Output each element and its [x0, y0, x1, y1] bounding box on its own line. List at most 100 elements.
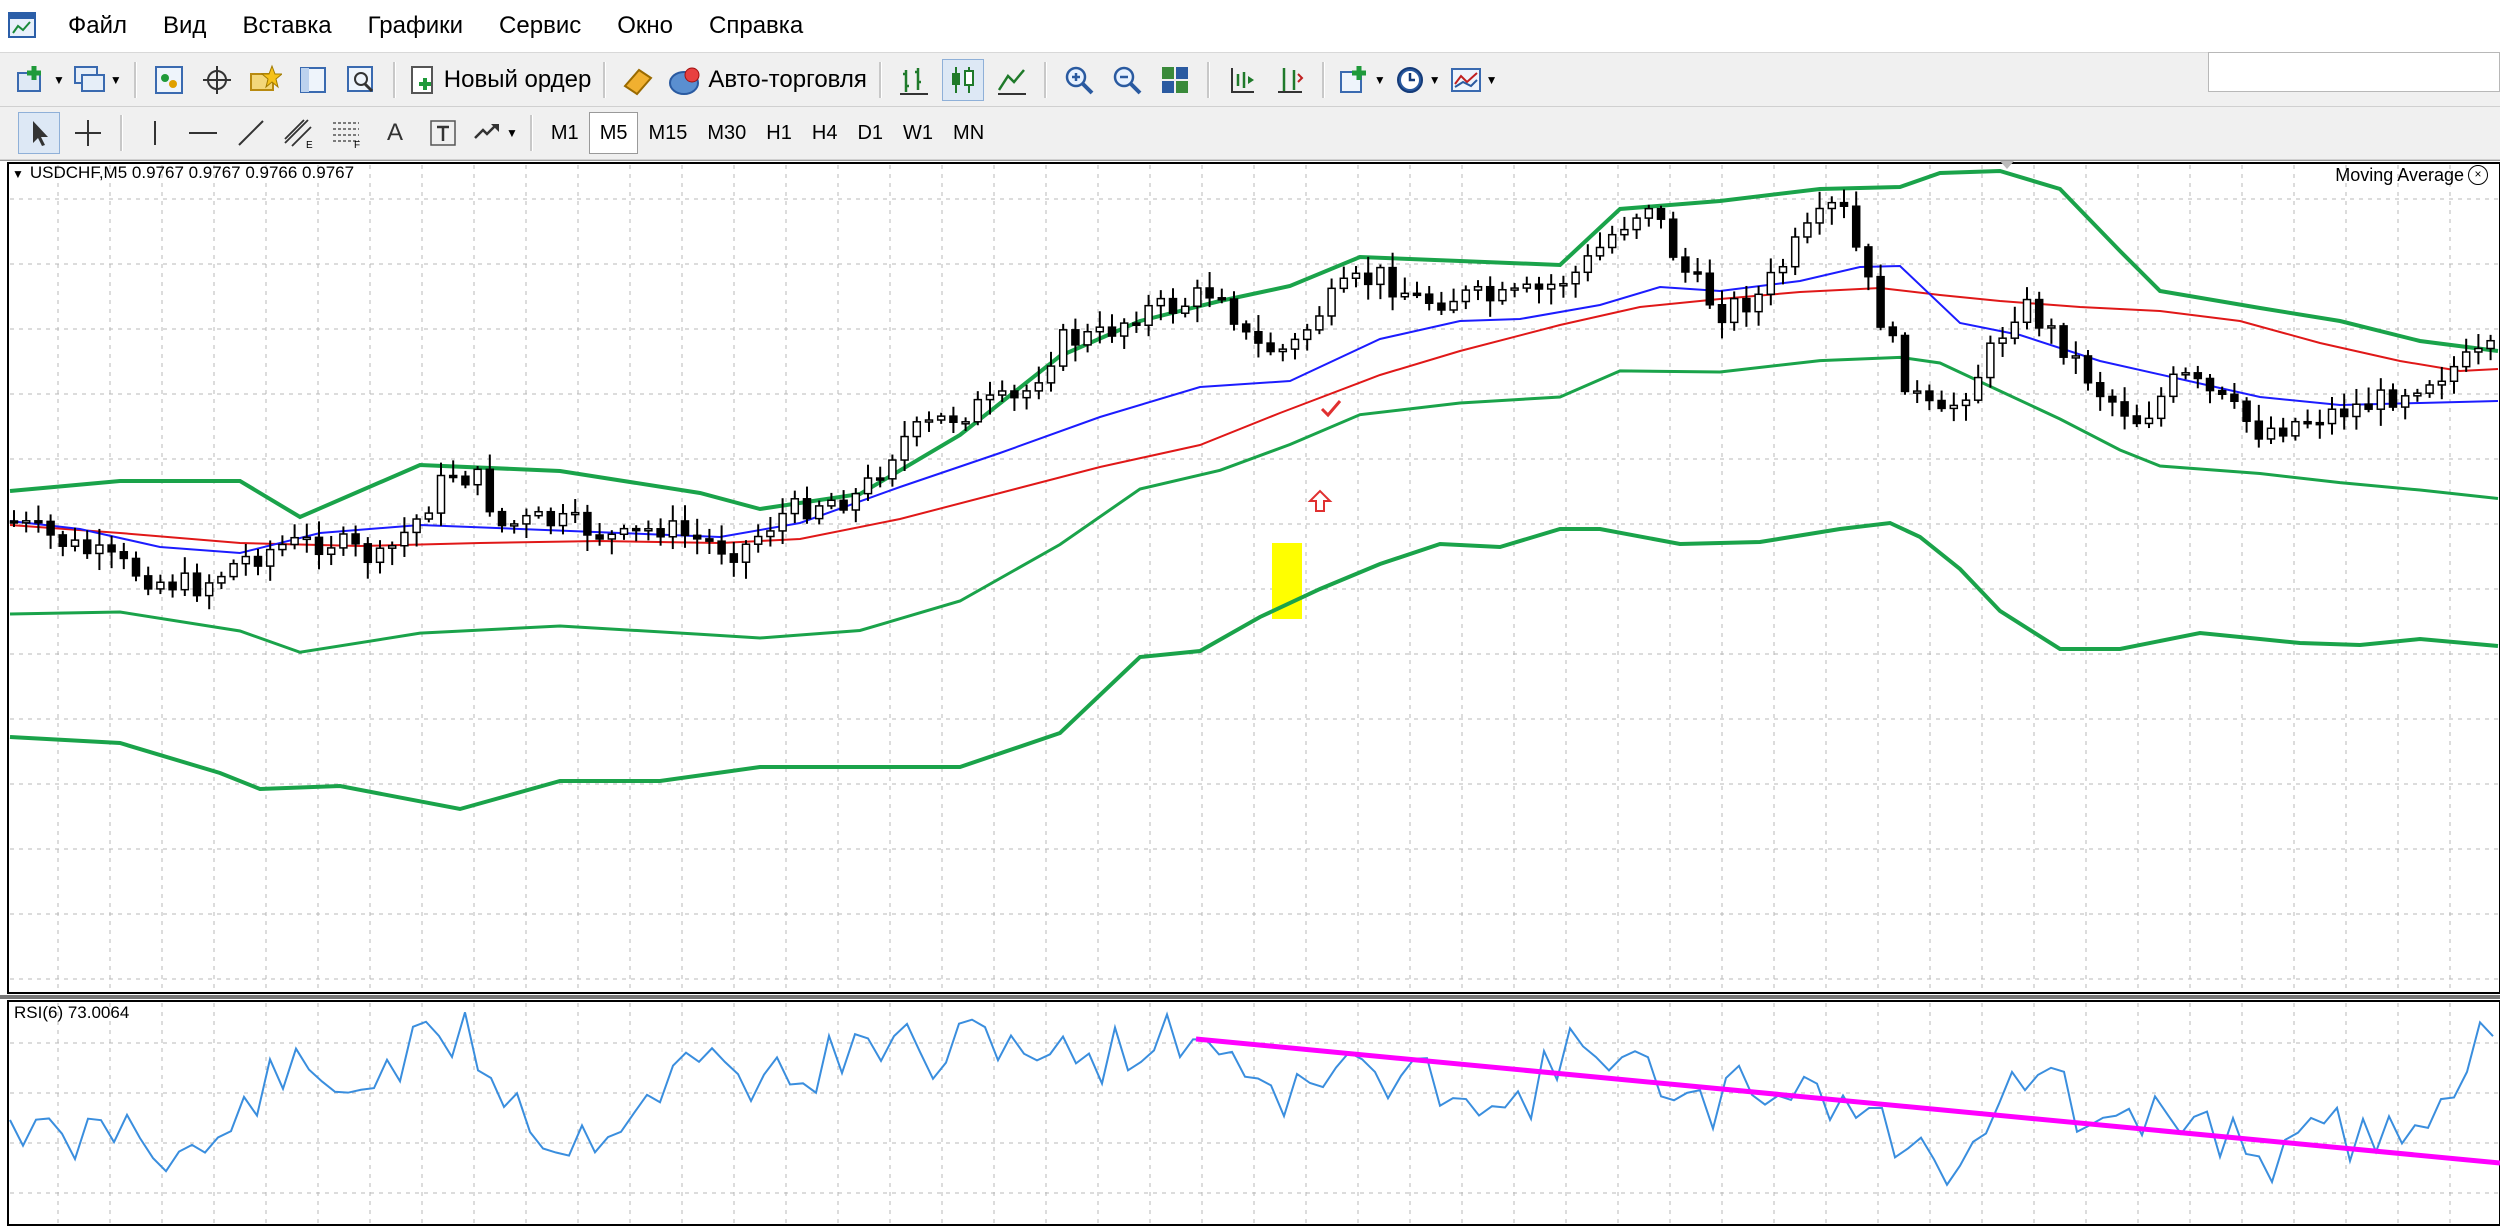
new-order-button[interactable]: Новый ордер	[408, 60, 591, 100]
indicators-button[interactable]: ▼	[1337, 60, 1386, 100]
search-input[interactable]	[2208, 52, 2500, 92]
zoom-out-button[interactable]	[1107, 60, 1147, 100]
templates-button[interactable]: ▼	[1449, 60, 1498, 100]
menu-help[interactable]: Справка	[709, 12, 804, 39]
chart-grid	[10, 165, 2498, 1223]
candle-body	[2388, 389, 2398, 408]
candle-body	[766, 530, 775, 538]
equidistant-channel-button[interactable]: E	[279, 113, 319, 153]
timeframe-w1[interactable]: W1	[903, 121, 934, 144]
fibonacci-icon: F	[333, 122, 360, 149]
candle-body	[1778, 265, 1788, 274]
cursor-tool-button[interactable]	[18, 112, 60, 154]
navigator-button[interactable]	[245, 60, 285, 100]
candlestick-chart-button[interactable]	[941, 58, 984, 101]
menu-insert[interactable]: Вставка	[242, 12, 332, 39]
auto-trading-button[interactable]: Авто-торговля	[666, 60, 867, 100]
auto-scroll-button[interactable]	[1270, 60, 1310, 100]
candle-body	[1705, 272, 1715, 306]
candle-body	[1315, 315, 1324, 331]
horizontal-line-button[interactable]	[183, 113, 223, 153]
rsi-label: RSI(6) 73.0064	[14, 1003, 130, 1022]
timeframe-m5[interactable]: M5	[588, 112, 639, 154]
toolbar-separator	[1043, 61, 1047, 98]
candle-body	[2327, 408, 2337, 425]
checkmark-icon[interactable]	[1320, 400, 1342, 418]
candle-body	[2059, 325, 2068, 358]
bar-chart-icon	[899, 67, 928, 95]
market-watch-icon	[154, 65, 183, 94]
terminal-button[interactable]	[293, 60, 333, 100]
candle-body	[936, 415, 946, 421]
templates-icon	[1450, 67, 1481, 92]
candle-body	[2181, 372, 2190, 376]
menu-file[interactable]: Файл	[68, 12, 128, 39]
close-icon[interactable]: ×	[2468, 165, 2488, 185]
bar-chart-button[interactable]	[894, 60, 934, 100]
terminal-panel-icon	[299, 66, 326, 93]
candle-body	[2169, 373, 2178, 398]
text-label-button[interactable]	[423, 113, 463, 153]
periods-button[interactable]: ▼	[1394, 60, 1441, 100]
timeframe-m15[interactable]: M15	[648, 121, 688, 144]
candle-body	[1803, 222, 1812, 238]
menu-charts[interactable]: Графики	[367, 12, 464, 39]
candle-body	[400, 531, 409, 547]
timeframe-m30[interactable]: M30	[707, 121, 747, 144]
vertical-line-button[interactable]	[135, 113, 175, 153]
rsi-line	[9, 1011, 2494, 1187]
crosshair-tool-button[interactable]	[68, 113, 108, 153]
rsi-trendline[interactable]	[1195, 1036, 2500, 1166]
candle-body	[900, 435, 909, 461]
candle-body	[253, 555, 263, 567]
text-tool-button[interactable]: A	[375, 113, 415, 153]
candle-body	[351, 533, 360, 545]
cursor-arrow-icon	[33, 121, 48, 146]
timeframe-d1[interactable]: D1	[857, 121, 884, 144]
crosshair-target-icon	[202, 65, 231, 94]
buy-arrow-icon[interactable]	[1307, 489, 1333, 512]
vertical-line-icon	[154, 121, 156, 145]
arrows-button[interactable]: ▼	[471, 113, 518, 153]
zoom-in-button[interactable]	[1059, 60, 1099, 100]
market-watch-button[interactable]	[149, 60, 189, 100]
candle-body	[753, 535, 763, 545]
strategy-tester-button[interactable]	[341, 60, 381, 100]
toolbar-separator	[878, 61, 882, 98]
chart-shift-marker-icon[interactable]	[2000, 161, 2014, 169]
menu-tools[interactable]: Сервис	[499, 12, 582, 39]
collapse-triangle-icon[interactable]: ▼	[12, 167, 24, 181]
candle-body	[2205, 377, 2215, 392]
timeframe-h4[interactable]: H4	[811, 121, 838, 144]
candle-body	[1498, 288, 1507, 302]
candle-body	[1290, 338, 1300, 350]
chart-shift-button[interactable]	[1222, 60, 1262, 100]
candle-body	[70, 539, 80, 547]
candle-body	[1571, 271, 1580, 285]
profiles-button[interactable]: ▼	[73, 60, 122, 100]
candle-body	[1876, 275, 1885, 328]
timeframe-h1[interactable]: H1	[766, 121, 792, 144]
chart-canvas[interactable]	[0, 161, 2500, 1227]
candle-body	[448, 474, 458, 479]
line-chart-button[interactable]	[992, 60, 1032, 100]
data-window-button[interactable]	[197, 60, 237, 100]
candle-body	[1351, 272, 1361, 280]
menu-view[interactable]: Вид	[163, 12, 207, 39]
candle-body	[1961, 399, 1971, 407]
menu-window[interactable]: Окно	[617, 12, 674, 39]
candle-body	[485, 468, 495, 513]
timeframe-mn[interactable]: MN	[953, 121, 985, 144]
metaeditor-button[interactable]	[618, 60, 658, 100]
timeframe-m1[interactable]: M1	[550, 121, 579, 144]
tile-windows-button[interactable]	[1155, 60, 1195, 100]
fibonacci-button[interactable]: F	[327, 113, 367, 153]
candle-body	[1424, 293, 1434, 304]
candle-body	[522, 514, 531, 525]
new-chart-button[interactable]: ▼	[14, 60, 65, 100]
app-logo-icon[interactable]	[6, 9, 40, 43]
candle-body	[888, 459, 897, 480]
trendline-button[interactable]	[231, 113, 271, 153]
chart-window[interactable]: ▼ USDCHF,M5 0.9767 0.9767 0.9766 0.9767 M…	[0, 160, 2500, 1227]
clock-icon	[1396, 66, 1423, 93]
